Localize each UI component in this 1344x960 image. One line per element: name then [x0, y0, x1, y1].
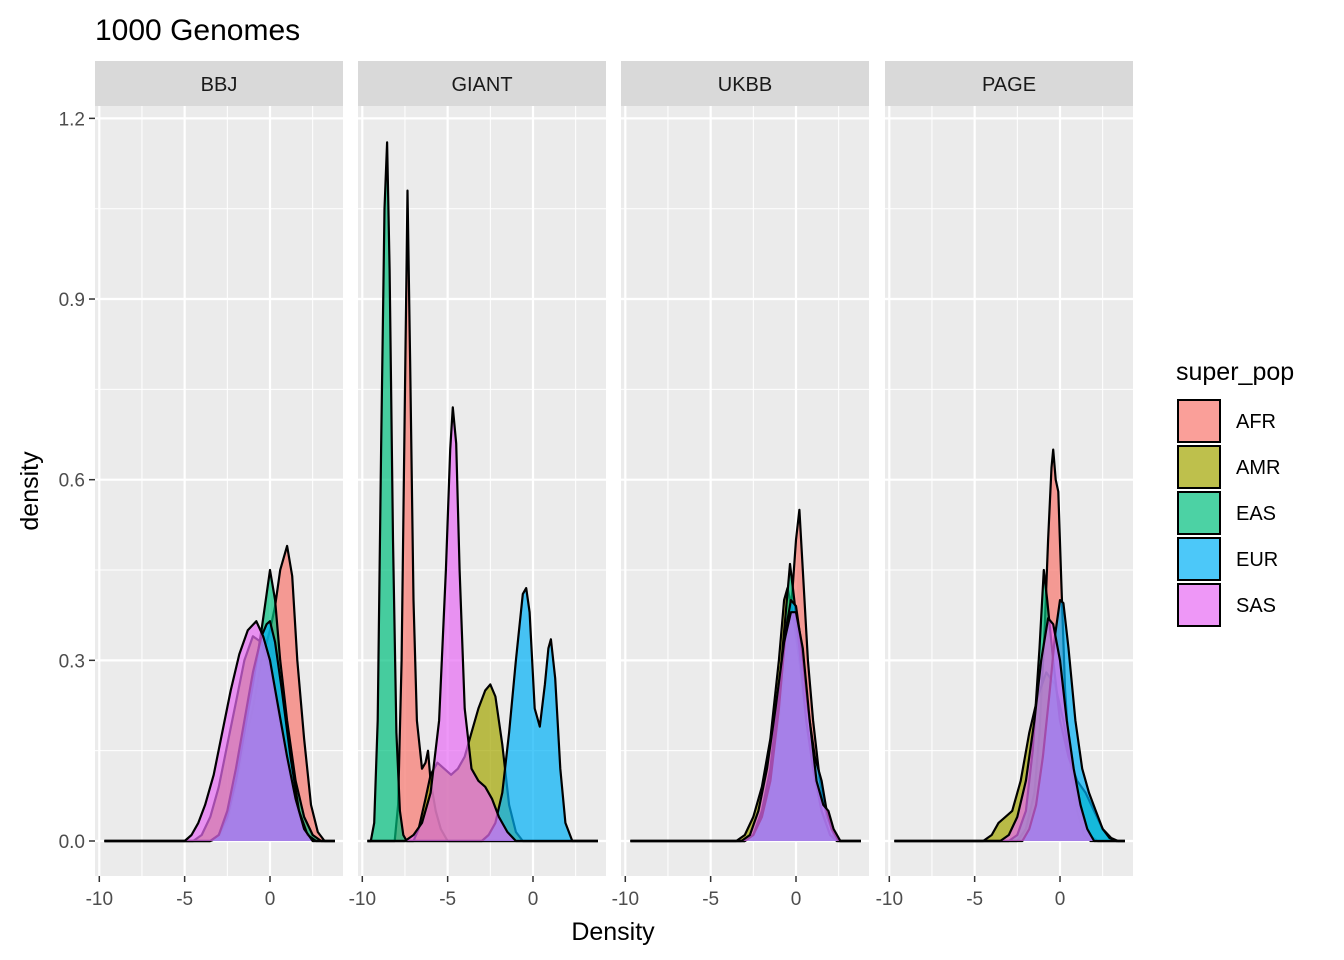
- facet-page: PAGE -10 -5 0: [876, 61, 1133, 910]
- x-tick-label: 0: [528, 889, 539, 910]
- y-tick-label: 0.6: [59, 471, 85, 492]
- density-sas: [894, 617, 1125, 843]
- facet-bbj: BBJ -10 -5 0 0.0 0.3 0.6 0.9 1.2: [59, 61, 343, 910]
- legend-label: EAS: [1236, 503, 1276, 525]
- x-tick-label: -10: [86, 889, 113, 910]
- density-areas: [630, 508, 861, 843]
- legend-item-eur: EUR: [1177, 537, 1278, 581]
- legend: super_pop AFR AMR EAS EUR SAS: [1176, 358, 1294, 627]
- panel-background: [885, 106, 1133, 876]
- legend-swatch: [1177, 537, 1221, 581]
- y-tick-label: 0.0: [59, 832, 85, 853]
- x-tick-label: -5: [176, 889, 193, 910]
- legend-item-amr: AMR: [1177, 445, 1280, 489]
- x-axis-title: Density: [571, 918, 655, 946]
- x-tick-label: -10: [349, 889, 376, 910]
- legend-title: super_pop: [1176, 358, 1294, 386]
- facet-strip: [621, 61, 869, 106]
- x-tick-label: -10: [612, 889, 639, 910]
- facet-giant: GIANT -10 -5 0: [349, 61, 606, 910]
- y-axis-title: density: [16, 451, 44, 531]
- legend-label: SAS: [1236, 595, 1276, 617]
- legend-swatch: [1177, 399, 1221, 443]
- chart-title: 1000 Genomes: [95, 14, 300, 47]
- facet-strip-label: UKBB: [718, 74, 772, 96]
- x-tick-label: -5: [439, 889, 456, 910]
- facet-panels: BBJ -10 -5 0 0.0 0.3 0.6 0.9 1.2 GIANT -10 -5 0 UKBB -…: [59, 61, 1133, 910]
- density-sas: [630, 611, 861, 843]
- legend-swatch: [1177, 445, 1221, 489]
- y-tick-label: 0.3: [59, 651, 85, 672]
- y-tick-label: 1.2: [59, 109, 85, 130]
- facet-ukbb: UKBB -10 -5 0: [612, 61, 869, 910]
- density-eas: [367, 141, 598, 843]
- facet-strip: [95, 61, 343, 106]
- x-tick-label: -5: [966, 889, 983, 910]
- density-sas: [367, 406, 598, 843]
- density-sas: [104, 620, 335, 843]
- density-areas: [367, 141, 598, 843]
- x-tick-label: 0: [1055, 889, 1066, 910]
- facet-strip-label: PAGE: [982, 74, 1036, 96]
- x-tick-label: -5: [702, 889, 719, 910]
- density-areas: [104, 544, 335, 843]
- y-tick-label: 0.9: [59, 290, 85, 311]
- facet-strip: [885, 61, 1133, 106]
- panel-background: [621, 106, 869, 876]
- facet-strip-label: GIANT: [451, 74, 512, 96]
- legend-label: AFR: [1236, 411, 1276, 433]
- x-tick-label: 0: [265, 889, 276, 910]
- x-tick-label: -10: [876, 889, 903, 910]
- legend-item-afr: AFR: [1177, 399, 1276, 443]
- facet-strip: [358, 61, 606, 106]
- legend-label: AMR: [1236, 457, 1280, 479]
- legend-label: EUR: [1236, 549, 1278, 571]
- legend-swatch: [1177, 583, 1221, 627]
- legend-keys: AFR AMR EAS EUR SAS: [1177, 399, 1280, 627]
- legend-swatch: [1177, 491, 1221, 535]
- x-tick-label: 0: [791, 889, 802, 910]
- density-areas: [894, 448, 1125, 843]
- legend-item-eas: EAS: [1177, 491, 1276, 535]
- legend-item-sas: SAS: [1177, 583, 1276, 627]
- facet-strip-label: BBJ: [201, 74, 238, 96]
